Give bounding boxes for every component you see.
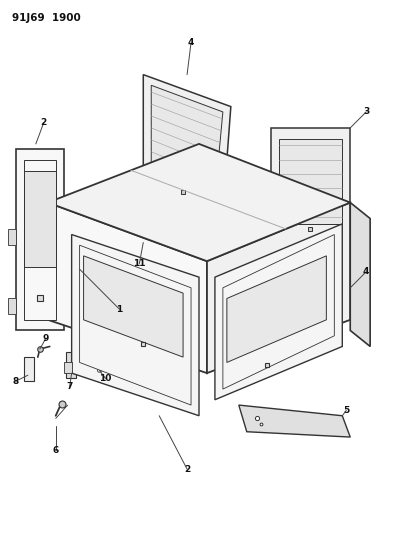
Polygon shape — [72, 235, 199, 416]
Text: 3: 3 — [363, 108, 369, 116]
Text: 6: 6 — [53, 446, 59, 455]
Text: 2: 2 — [41, 118, 47, 127]
Polygon shape — [223, 235, 334, 389]
Polygon shape — [84, 256, 183, 357]
Text: 11: 11 — [133, 260, 146, 268]
Polygon shape — [8, 229, 16, 245]
Text: 4: 4 — [363, 268, 369, 276]
Polygon shape — [16, 149, 64, 330]
Ellipse shape — [98, 369, 101, 372]
Polygon shape — [48, 203, 207, 373]
Ellipse shape — [95, 366, 104, 375]
Polygon shape — [151, 85, 223, 197]
Polygon shape — [24, 171, 56, 266]
Text: 2: 2 — [184, 465, 190, 473]
Polygon shape — [227, 256, 326, 362]
Polygon shape — [8, 298, 16, 314]
Polygon shape — [64, 362, 72, 373]
Polygon shape — [24, 160, 56, 320]
Polygon shape — [66, 352, 76, 378]
Polygon shape — [271, 128, 350, 235]
Text: 4: 4 — [188, 38, 194, 47]
Polygon shape — [24, 357, 34, 381]
Text: 9: 9 — [43, 334, 49, 343]
Text: 7: 7 — [66, 382, 73, 391]
Polygon shape — [80, 245, 191, 405]
Text: 5: 5 — [343, 406, 349, 415]
Polygon shape — [350, 203, 370, 346]
Text: 91J69  1900: 91J69 1900 — [12, 13, 81, 23]
Polygon shape — [143, 75, 231, 213]
Text: 10: 10 — [99, 374, 112, 383]
Text: 1: 1 — [116, 305, 123, 313]
Polygon shape — [207, 203, 350, 373]
Polygon shape — [48, 144, 350, 261]
Polygon shape — [215, 224, 342, 400]
Text: 8: 8 — [13, 377, 19, 385]
Polygon shape — [239, 405, 350, 437]
Polygon shape — [279, 139, 342, 224]
